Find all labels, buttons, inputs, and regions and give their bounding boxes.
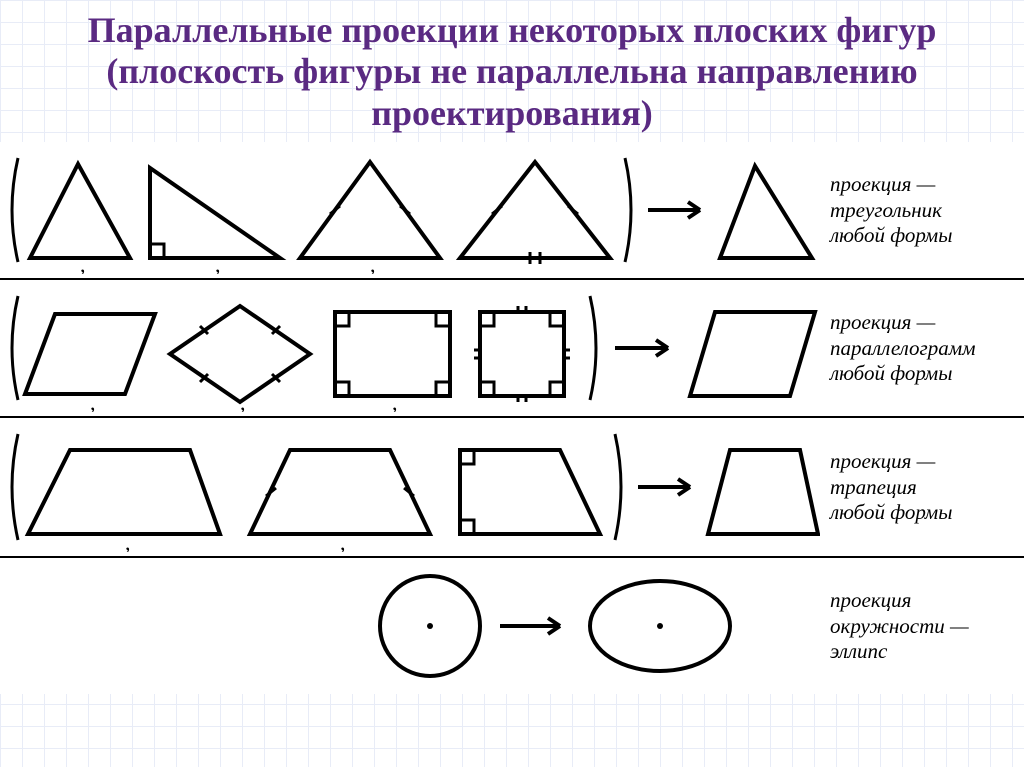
page-title: Параллельные проекции некоторых плоских …: [0, 0, 1024, 142]
svg-text:,: ,: [80, 252, 86, 274]
shapes-circles: [0, 562, 820, 690]
svg-text:,: ,: [340, 530, 346, 552]
svg-text:,: ,: [125, 530, 131, 552]
circles-svg: [0, 562, 820, 690]
label-triangles: проекция —треугольниклюбой формы: [820, 172, 952, 248]
shapes-triangles: , , ,: [0, 146, 820, 274]
diagram-content: , , ,: [0, 142, 1024, 694]
label-trapezoids: проекция —трапециялюбой формы: [820, 449, 952, 525]
trapezoids-svg: , ,: [0, 422, 820, 552]
row-trapezoids: , , проекция —трапециялюбой формы: [0, 418, 1024, 558]
row-parallelograms: , , ,: [0, 280, 1024, 418]
label-circles: проекцияокружности —эллипс: [820, 588, 969, 664]
svg-text:,: ,: [392, 390, 398, 412]
svg-text:,: ,: [215, 252, 221, 274]
shapes-trapezoids: , ,: [0, 422, 820, 552]
row-circles: проекцияокружности —эллипс: [0, 558, 1024, 694]
parallelograms-svg: , , ,: [0, 284, 820, 412]
row-triangles: , , ,: [0, 142, 1024, 280]
svg-text:,: ,: [240, 390, 246, 412]
label-parallelograms: проекция —параллелограммлюбой формы: [820, 310, 976, 386]
triangles-svg: , , ,: [0, 146, 820, 274]
svg-text:,: ,: [90, 390, 96, 412]
svg-text:,: ,: [370, 252, 376, 274]
shapes-parallelograms: , , ,: [0, 284, 820, 412]
